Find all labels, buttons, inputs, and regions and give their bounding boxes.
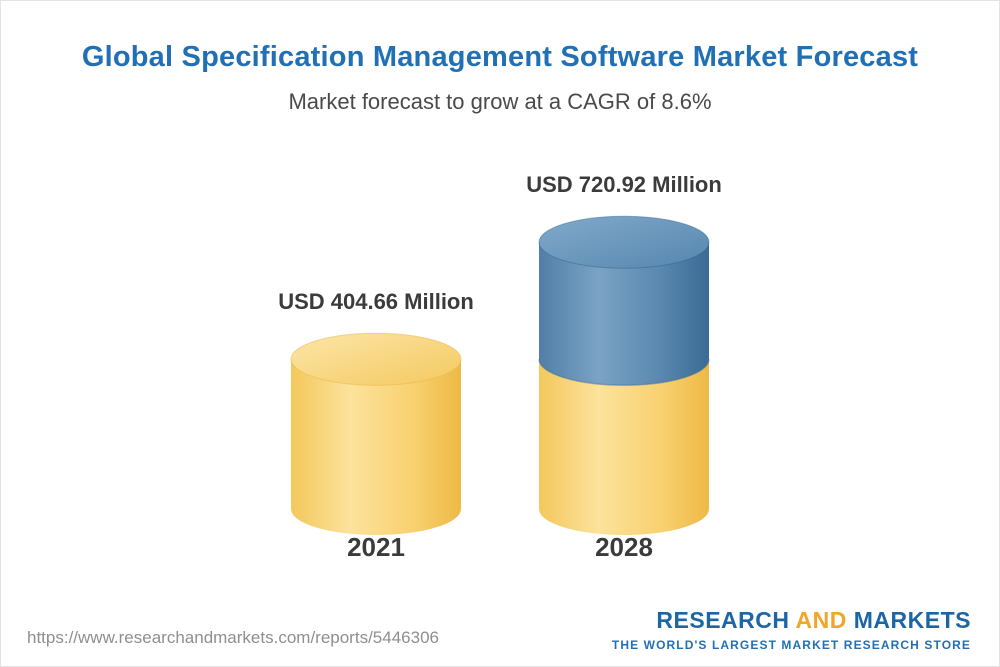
logo-name: RESEARCH AND MARKETS <box>612 607 971 634</box>
year-label-2021: 2021 <box>347 532 405 562</box>
cylinder-2028-junction-edge <box>538 359 710 386</box>
report-url: https://www.researchandmarkets.com/repor… <box>27 628 439 647</box>
logo-tagline: THE WORLD'S LARGEST MARKET RESEARCH STOR… <box>611 638 971 652</box>
logo-word-and: AND <box>795 607 847 633</box>
page-title: Global Specification Management Software… <box>81 41 919 73</box>
page-subtitle: Market forecast to grow at a CAGR of 8.6… <box>288 89 712 114</box>
research-and-markets-logo: RESEARCH AND MARKETS THE WORLD'S LARGEST… <box>612 607 971 652</box>
logo-word-research: RESEARCH <box>656 607 790 633</box>
cylinder-2021-top <box>290 332 462 386</box>
cylinder-2028-growth-body <box>539 242 709 386</box>
cylinder-2021-body <box>291 359 461 535</box>
value-label-2028: USD 720.92 Million <box>526 172 722 198</box>
value-label-2021: USD 404.66 Million <box>278 289 474 315</box>
logo-word-markets: MARKETS <box>853 607 971 633</box>
cylinder-2028-top <box>538 215 710 269</box>
cylinder-2028-base-body <box>539 359 709 535</box>
year-label-2028: 2028 <box>595 532 653 562</box>
